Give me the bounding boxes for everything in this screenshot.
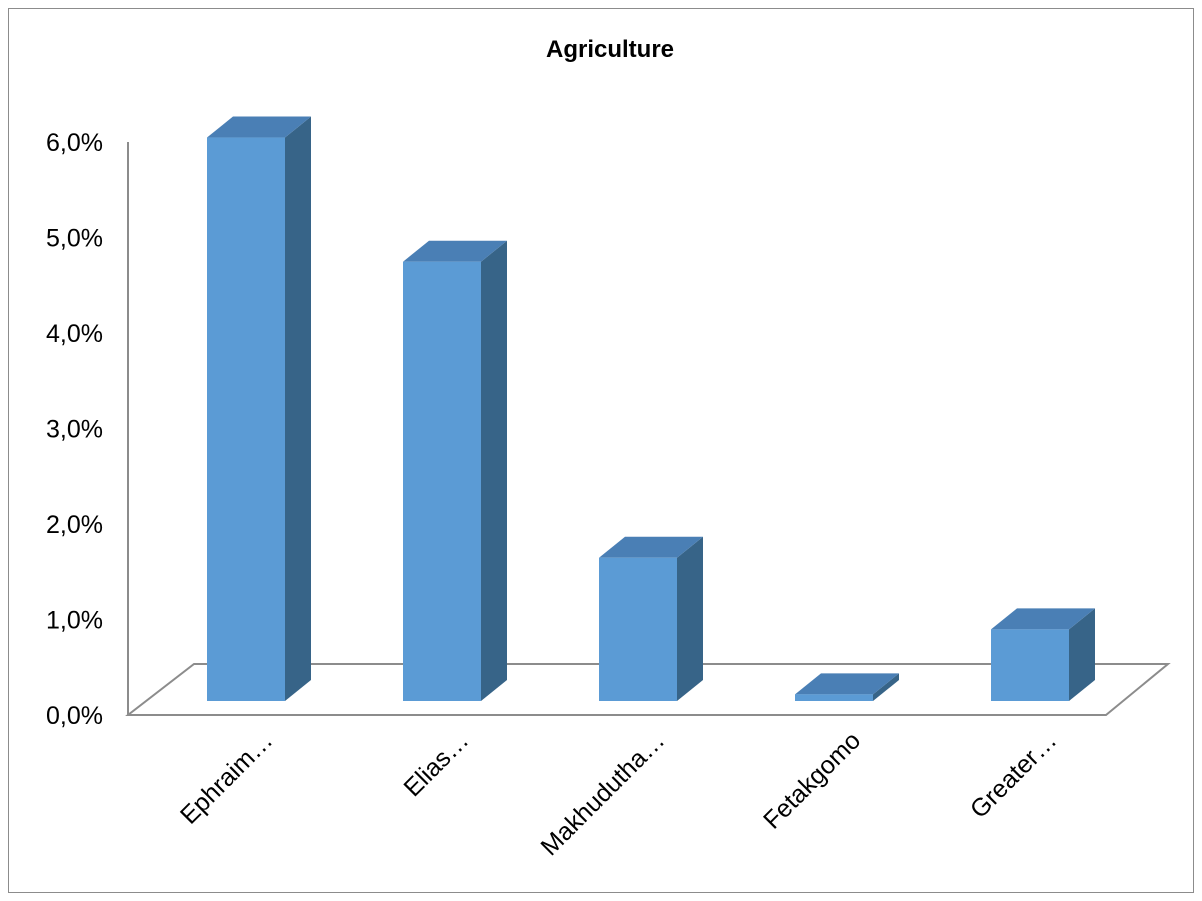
bar: [991, 608, 1095, 701]
bar: [599, 536, 703, 701]
chart-title: Agriculture: [546, 36, 674, 63]
bars: [207, 116, 1095, 702]
bar-front: [207, 137, 285, 702]
bar-side: [873, 673, 899, 701]
bar-top: [795, 673, 899, 695]
y-tick-label: 2,0%: [46, 511, 103, 539]
y-tick-label: 1,0%: [46, 607, 103, 635]
bar-top: [403, 240, 507, 262]
category-labels: Ephraim… Elias… Makhudutha… Fetakgomo Greate…: [175, 726, 1062, 861]
y-tick-label: 5,0%: [46, 225, 103, 253]
bar-front: [403, 261, 481, 701]
chart-frame: [8, 8, 1194, 893]
bar-side: [1069, 608, 1095, 701]
x-category-label: Ephraim…: [175, 726, 278, 829]
y-tick-label: 3,0%: [46, 416, 103, 444]
bar: [207, 116, 311, 702]
chart-floor: [125, 663, 1171, 716]
bar-top: [991, 608, 1095, 630]
y-axis-ticks: 0,0% 1,0% 2,0% 3,0% 4,0% 5,0% 6,0%: [46, 129, 103, 730]
bar-top: [599, 536, 703, 558]
bar-front: [795, 694, 873, 701]
x-category-label: Elias…: [398, 726, 474, 802]
bar-side: [285, 116, 311, 702]
bar-side: [677, 536, 703, 701]
bar-front: [991, 629, 1069, 701]
x-category-label: Makhudutha…: [535, 726, 670, 861]
y-tick-label: 0,0%: [46, 702, 103, 730]
bar: [795, 673, 899, 701]
bar: [403, 240, 507, 701]
x-category-label: Greater…: [965, 726, 1062, 823]
y-tick-label: 4,0%: [46, 320, 103, 348]
bar-top: [207, 116, 311, 138]
bar-front: [599, 557, 677, 701]
y-tick-label: 6,0%: [46, 129, 103, 157]
axes: [125, 142, 1171, 716]
bar-side: [481, 240, 507, 701]
x-category-label: Fetakgomo: [758, 726, 866, 834]
